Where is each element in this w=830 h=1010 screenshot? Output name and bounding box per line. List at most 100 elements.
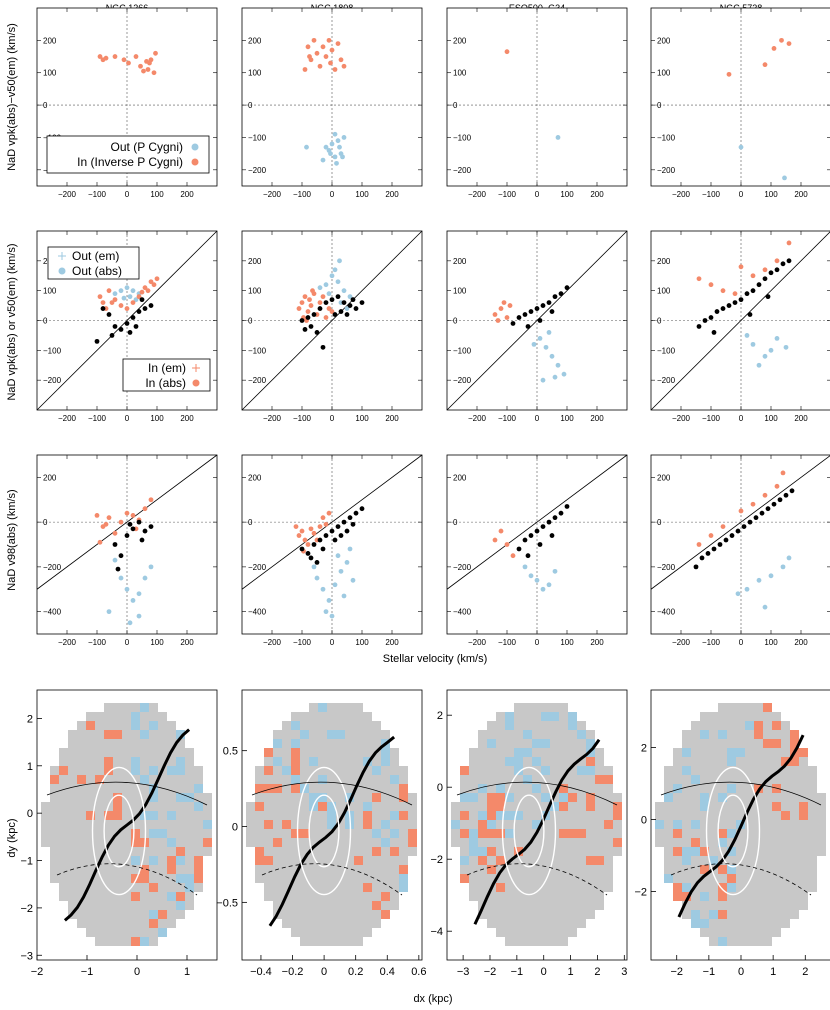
spaxel xyxy=(550,712,559,721)
data-point xyxy=(314,330,320,335)
data-point xyxy=(501,300,507,305)
spaxel xyxy=(86,820,95,829)
spaxel xyxy=(354,829,363,838)
spaxel xyxy=(541,730,550,739)
data-point xyxy=(564,285,570,291)
x-tick-label: −200 xyxy=(58,190,77,199)
y-tick-label: −100 xyxy=(657,133,676,142)
spaxel xyxy=(264,865,273,874)
spaxel xyxy=(505,901,514,910)
data-point xyxy=(118,519,124,525)
spaxel xyxy=(595,883,604,892)
spaxel xyxy=(273,757,282,766)
spaxel xyxy=(514,928,523,937)
spaxel xyxy=(122,748,131,757)
spaxel xyxy=(158,874,167,883)
y-tick-label: −200 xyxy=(248,166,267,175)
x-tick-label: 3 xyxy=(621,966,627,978)
spaxel xyxy=(167,838,176,847)
spaxel xyxy=(167,811,176,820)
data-point xyxy=(350,521,356,527)
spaxel xyxy=(291,901,300,910)
flux-contour xyxy=(705,766,761,896)
spaxel xyxy=(523,829,532,838)
spaxel xyxy=(381,865,390,874)
spaxel xyxy=(50,793,59,802)
spaxel xyxy=(514,712,523,721)
ylabel-row4: dy (kpc) xyxy=(6,818,18,857)
spaxel xyxy=(399,820,408,829)
ylabel-row3: NaD v98(abs) (km/s) xyxy=(6,489,18,590)
spaxel xyxy=(59,838,68,847)
y-tick-label: −2 xyxy=(430,854,443,866)
data-point xyxy=(543,344,549,350)
data-point xyxy=(696,542,702,547)
spaxel xyxy=(255,847,264,856)
spaxel xyxy=(496,910,505,919)
spaxel xyxy=(505,883,514,892)
spaxel xyxy=(736,730,745,739)
spaxel xyxy=(718,847,727,856)
spaxel xyxy=(523,847,532,856)
spaxel xyxy=(185,802,194,811)
spaxel xyxy=(131,937,140,946)
spaxel xyxy=(808,865,817,874)
data-point xyxy=(350,297,356,303)
data-point xyxy=(332,154,338,160)
spaxel xyxy=(309,883,318,892)
legend-in-em: In (em) xyxy=(148,361,186,375)
spaxel xyxy=(122,784,131,793)
spaxel xyxy=(140,703,149,712)
spaxel xyxy=(478,784,487,793)
data-point xyxy=(130,288,136,294)
spaxel xyxy=(327,820,336,829)
spaxel xyxy=(50,775,59,784)
spaxel xyxy=(354,820,363,829)
spaxel xyxy=(399,865,408,874)
spaxel xyxy=(727,793,736,802)
spaxel xyxy=(763,802,772,811)
spaxel xyxy=(140,730,149,739)
spaxel xyxy=(41,829,50,838)
data-point xyxy=(145,288,151,294)
spaxel xyxy=(273,739,282,748)
spaxel xyxy=(50,820,59,829)
spaxel xyxy=(255,784,264,793)
zero-velocity-line xyxy=(268,735,396,927)
panel-frame xyxy=(650,454,830,635)
data-point xyxy=(317,285,323,291)
spaxel xyxy=(781,793,790,802)
spaxel xyxy=(595,757,604,766)
spaxel xyxy=(604,829,613,838)
spaxel xyxy=(709,910,718,919)
data-point xyxy=(338,309,344,314)
spaxel xyxy=(781,865,790,874)
spaxel xyxy=(282,721,291,730)
spaxel xyxy=(68,847,77,856)
y-tick-label: −400 xyxy=(657,608,676,617)
data-point xyxy=(732,291,738,297)
spaxel xyxy=(790,847,799,856)
spaxel xyxy=(363,811,372,820)
spaxel xyxy=(745,703,754,712)
spaxel xyxy=(167,892,176,901)
data-point xyxy=(522,564,528,570)
data-point xyxy=(768,573,774,579)
data-point xyxy=(782,175,787,181)
x-tick-label: −200 xyxy=(672,190,691,199)
spaxel xyxy=(745,820,754,829)
data-point xyxy=(546,330,552,335)
spaxel xyxy=(541,775,550,784)
spaxel xyxy=(104,901,113,910)
spaxel xyxy=(682,856,691,865)
spaxel xyxy=(736,847,745,856)
spaxel xyxy=(113,775,122,784)
spaxel xyxy=(300,820,309,829)
spaxel xyxy=(613,838,622,847)
spaxel xyxy=(399,883,408,892)
x-tick-label: 0 xyxy=(125,414,130,423)
y-tick-label: 200 xyxy=(43,36,57,45)
spaxel xyxy=(291,712,300,721)
spaxel xyxy=(291,793,300,802)
spaxel xyxy=(372,820,381,829)
